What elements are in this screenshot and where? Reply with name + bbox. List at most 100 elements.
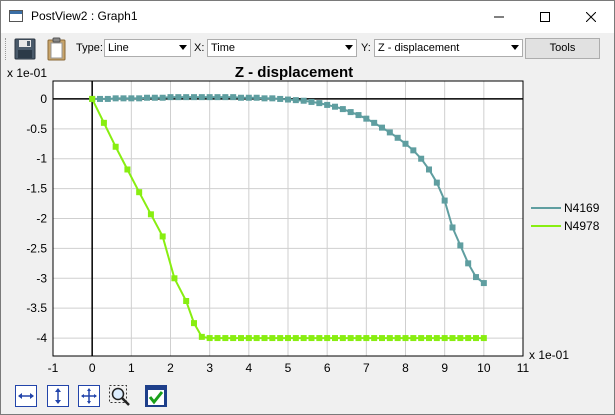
x-tick-label: 4 <box>245 361 252 375</box>
data-point-n4978 <box>473 335 479 342</box>
fit-height-button[interactable] <box>46 384 70 408</box>
data-point-n4978 <box>292 335 299 342</box>
plot-area[interactable]: -1 0 1 2 3 4 5 6 7 8 9 10 11 0 -0.5 -1 -1.5 -2 -2.5 -3 -3.5 -… <box>1 64 614 376</box>
close-icon <box>585 11 597 23</box>
y-tick-label: -1 <box>36 152 47 166</box>
y-tick-label: -3 <box>36 271 47 285</box>
data-point-n4978 <box>308 335 315 342</box>
data-point-n4978 <box>100 119 107 126</box>
x-scale-label: x 1e-01 <box>529 348 569 362</box>
zoom-select-button[interactable] <box>108 384 132 408</box>
copy-button[interactable] <box>45 37 69 61</box>
data-point-n4169 <box>191 94 197 101</box>
data-point-n4978 <box>465 335 472 342</box>
save-icon <box>14 38 36 60</box>
data-point-n4978 <box>112 143 119 150</box>
data-point-n4169 <box>128 95 135 102</box>
app-icon <box>9 10 23 22</box>
data-point-n4978 <box>386 335 393 342</box>
data-point-n4978 <box>324 335 331 342</box>
y-tick-label: -2.5 <box>26 241 47 255</box>
y-scale-label: x 1e-01 <box>7 66 47 80</box>
title-bar[interactable]: PostView2 : Graph1 <box>1 1 614 33</box>
data-point-n4978 <box>191 320 197 327</box>
clipboard-icon <box>47 37 66 61</box>
y-label: Y: <box>361 42 371 54</box>
y-tick-label: -0.5 <box>26 122 47 136</box>
toolbar: Type: Line X: Time Y: Z - displacement T… <box>1 34 614 64</box>
x-select[interactable]: Time <box>207 39 357 57</box>
data-point-n4169 <box>324 101 331 108</box>
data-point-n4978 <box>214 335 221 342</box>
data-point-n4978 <box>124 166 131 173</box>
maximize-button[interactable] <box>522 1 568 33</box>
data-point-n4169 <box>269 95 276 102</box>
data-point-n4169 <box>480 280 487 287</box>
minimize-button[interactable] <box>476 1 522 33</box>
toolbar-grip[interactable] <box>5 38 9 60</box>
data-point-n4169 <box>159 94 166 101</box>
data-point-n4978 <box>269 335 276 342</box>
data-point-n4169 <box>347 109 354 116</box>
fit-width-icon <box>15 385 37 407</box>
data-point-n4169 <box>386 129 393 136</box>
close-button[interactable] <box>568 1 614 33</box>
y-tick-label: 0 <box>40 92 47 106</box>
fit-width-button[interactable] <box>14 384 38 408</box>
x-tick-label: 1 <box>128 361 135 375</box>
data-point-n4978 <box>238 335 244 342</box>
data-point-n4169 <box>465 260 472 267</box>
chart[interactable]: -1 0 1 2 3 4 5 6 7 8 9 10 11 0 -0.5 -1 -1.5 -2 -2.5 -3 -3.5 -… <box>1 64 614 376</box>
data-point-n4169 <box>112 95 119 102</box>
data-point-n4169 <box>136 95 143 102</box>
data-point-n4978 <box>198 333 205 340</box>
data-point-n4169 <box>206 94 213 101</box>
maximize-icon <box>540 12 550 22</box>
data-point-n4978 <box>402 335 409 342</box>
x-tick-label: 9 <box>441 361 448 375</box>
fit-height-icon <box>47 385 69 407</box>
chevron-down-icon <box>179 45 187 50</box>
toggle-check-icon <box>145 385 167 407</box>
data-point-n4169 <box>300 97 307 104</box>
y-select[interactable]: Z - displacement <box>374 39 523 57</box>
data-point-n4169 <box>253 94 260 101</box>
toggle-check-button[interactable] <box>144 384 168 408</box>
data-point-n4978 <box>480 335 487 342</box>
data-point-n4978 <box>230 335 237 342</box>
data-point-n4169 <box>402 140 409 147</box>
data-point-n4978 <box>159 233 166 240</box>
data-point-n4978 <box>316 335 323 342</box>
data-point-n4978 <box>89 95 96 102</box>
data-point-n4169 <box>238 94 244 101</box>
data-point-n4169 <box>355 112 362 119</box>
data-point-n4978 <box>136 189 143 196</box>
x-tick-label: -1 <box>48 361 59 375</box>
data-point-n4169 <box>410 147 417 154</box>
y-select-value: Z - displacement <box>378 42 460 54</box>
data-point-n4169 <box>426 166 432 173</box>
x-tick-label: 10 <box>477 361 491 375</box>
data-point-n4978 <box>183 298 190 304</box>
tools-button[interactable]: Tools <box>525 38 600 59</box>
fit-all-button[interactable] <box>77 384 101 408</box>
data-point-n4169 <box>308 98 315 105</box>
data-point-n4169 <box>245 94 252 101</box>
chart-title: Z - displacement <box>235 64 353 81</box>
data-point-n4978 <box>449 335 456 342</box>
x-tick-label: 11 <box>517 361 530 375</box>
plot-frame <box>52 80 524 357</box>
legend-label: N4169 <box>564 201 600 215</box>
data-point-n4169 <box>457 242 464 249</box>
data-point-n4978 <box>261 335 268 342</box>
data-point-n4169 <box>363 115 370 122</box>
type-select[interactable]: Line <box>104 39 191 57</box>
data-point-n4978 <box>379 335 385 342</box>
data-point-n4169 <box>167 94 174 101</box>
x-tick-label: 2 <box>167 361 174 375</box>
save-button[interactable] <box>13 37 37 61</box>
data-point-n4169 <box>198 94 205 101</box>
x-tick-label: 7 <box>363 361 370 375</box>
y-tick-label: -4 <box>36 331 47 345</box>
data-point-n4169 <box>418 155 425 162</box>
